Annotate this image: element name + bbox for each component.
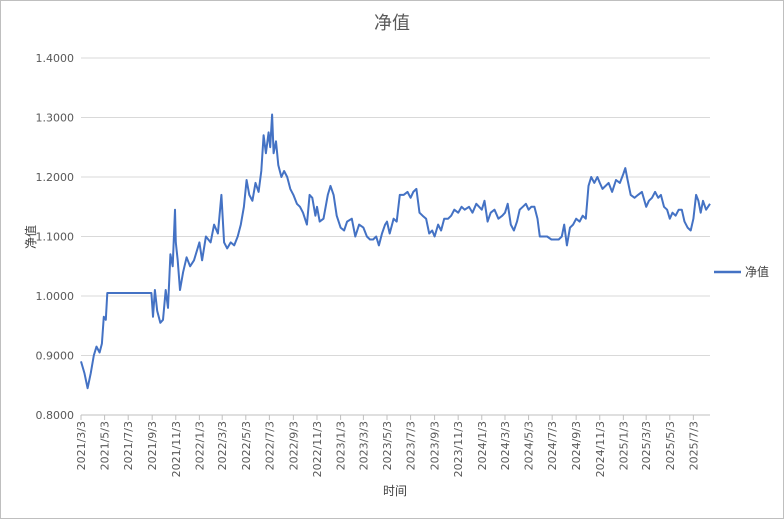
x-tick-label: 2023/7/3 (405, 421, 418, 470)
y-tick-label: 1.0000 (36, 290, 75, 303)
x-tick-label: 2024/11/3 (594, 421, 607, 477)
x-tick-label: 2023/5/3 (381, 421, 394, 470)
x-tick-label: 2022/7/3 (263, 421, 276, 470)
series-line (80, 113, 711, 390)
x-axis-ticks: 2021/3/3 2021/5/3 2021/7/3 2021/9/3 2021/11/… (75, 415, 700, 477)
y-tick-label: 0.8000 (36, 409, 75, 422)
legend: 净值 (714, 264, 769, 279)
x-tick-label: 2021/9/3 (146, 421, 159, 470)
x-tick-label: 2023/3/3 (357, 421, 370, 470)
chart-title: 净值 (374, 13, 410, 34)
x-tick-label: 2021/11/3 (170, 421, 183, 477)
x-tick-label: 2022/11/3 (311, 421, 324, 477)
x-tick-label: 2021/5/3 (99, 421, 112, 470)
x-tick-label: 2024/1/3 (476, 421, 489, 470)
x-tick-label: 2025/3/3 (640, 421, 653, 470)
y-tick-label: 1.1000 (36, 231, 75, 244)
series-group (80, 113, 711, 390)
y-tick-label: 1.4000 (36, 52, 75, 65)
x-tick-label: 2023/9/3 (429, 421, 442, 470)
x-tick-label: 2023/1/3 (335, 421, 348, 470)
x-tick-label: 2021/3/3 (75, 421, 88, 470)
x-tick-label: 2021/7/3 (122, 421, 135, 470)
x-tick-label: 2025/7/3 (687, 421, 700, 470)
x-tick-label: 2024/3/3 (499, 421, 512, 470)
y-tick-label: 1.2000 (36, 171, 75, 184)
x-tick-label: 2022/5/3 (240, 421, 253, 470)
x-tick-label: 2023/11/3 (452, 421, 465, 477)
y-tick-label: 0.9000 (36, 350, 75, 363)
x-tick-label: 2024/5/3 (523, 421, 536, 470)
gridlines (81, 57, 710, 356)
x-tick-label: 2024/7/3 (546, 421, 559, 470)
x-tick-label: 2025/5/3 (664, 421, 677, 470)
y-tick-label: 1.3000 (36, 112, 75, 125)
x-tick-label: 2022/1/3 (193, 421, 206, 470)
x-axis-label: 时间 (383, 484, 407, 498)
x-tick-label: 2022/3/3 (216, 421, 229, 470)
x-tick-label: 2025/1/3 (617, 421, 630, 470)
legend-label: 净值 (745, 264, 769, 279)
x-tick-label: 2022/9/3 (287, 421, 300, 470)
x-tick-label: 2024/9/3 (570, 421, 583, 470)
y-axis-label: 净值 (23, 225, 38, 249)
y-axis-ticks: 0.8000 0.9000 1.0000 1.1000 1.2000 1.3000 1.40… (36, 52, 75, 422)
